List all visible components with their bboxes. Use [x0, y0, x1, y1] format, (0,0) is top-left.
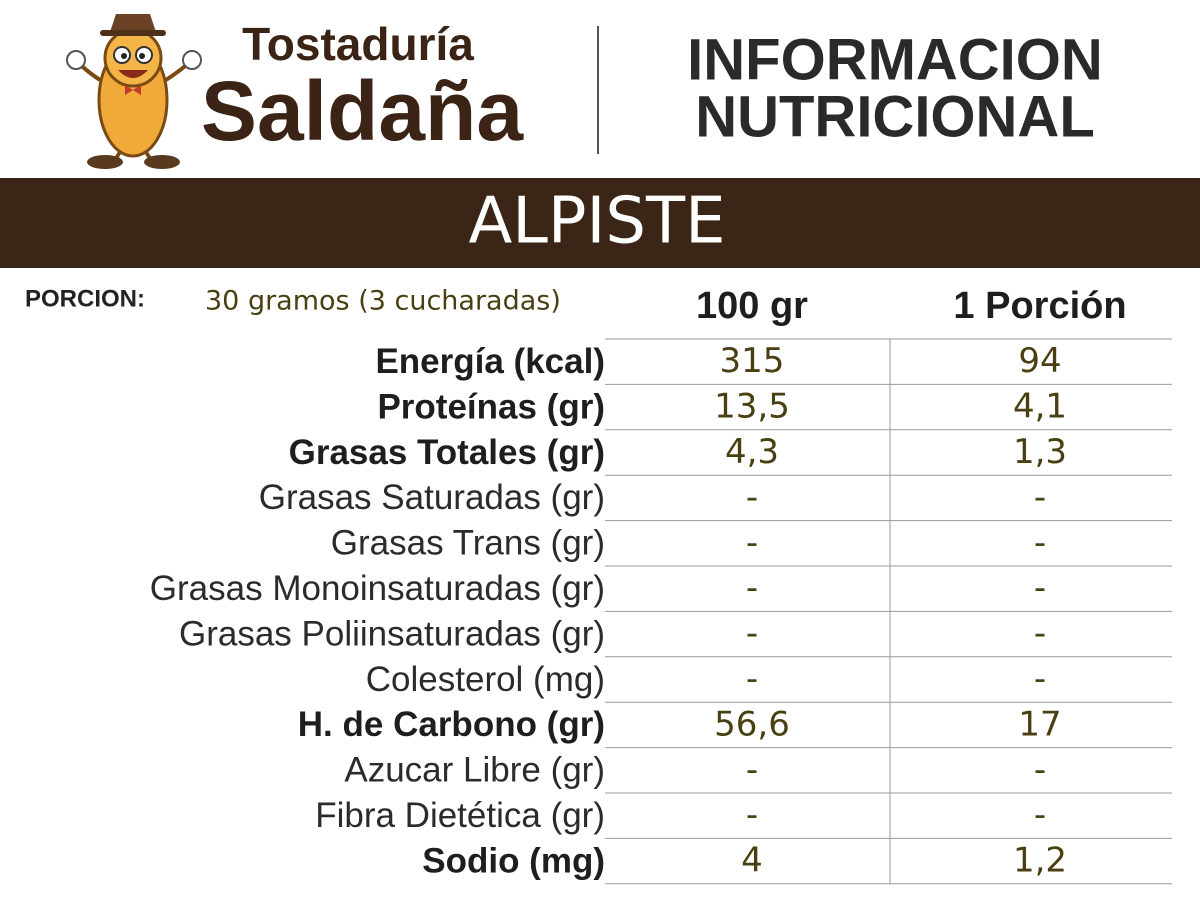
- value-portion: -: [1034, 523, 1046, 563]
- value-100g: -: [746, 659, 758, 699]
- value-portion: 94: [1018, 341, 1061, 381]
- brand-line1: Tostaduría: [242, 18, 474, 70]
- portion-label: PORCION:: [25, 285, 145, 312]
- row-label: Grasas Monoinsaturadas (gr): [150, 569, 605, 608]
- title-line1: INFORMACION: [687, 27, 1103, 92]
- value-100g: 315: [720, 341, 785, 381]
- row-label: Grasas Saturadas (gr): [259, 478, 605, 517]
- value-portion: 1,2: [1013, 841, 1067, 881]
- value-portion: 17: [1018, 704, 1061, 744]
- value-100g: 13,5: [714, 387, 790, 427]
- value-100g: 4: [741, 841, 763, 881]
- value-portion: -: [1034, 477, 1046, 517]
- brand-line2: Saldaña: [201, 64, 524, 158]
- nutrition-table: 100 gr 1 Porción Energía (kcal) 315 94 Proteí…: [150, 285, 1172, 885]
- value-100g: -: [746, 523, 758, 563]
- row-label: H. de Carbono (gr): [298, 705, 605, 744]
- row-label: Energía (kcal): [375, 342, 605, 381]
- value-100g: 56,6: [714, 704, 790, 744]
- row-label: Sodio (mg): [422, 841, 605, 880]
- value-portion: 1,3: [1013, 432, 1067, 472]
- product-name: ALPISTE: [468, 185, 725, 259]
- value-100g: -: [746, 568, 758, 608]
- value-100g: -: [746, 614, 758, 654]
- product-band: [0, 178, 1200, 268]
- value-portion: -: [1034, 659, 1046, 699]
- value-100g: -: [746, 750, 758, 790]
- value-portion: -: [1034, 750, 1046, 790]
- portion-value: 30 gramos (3 cucharadas): [205, 286, 561, 317]
- value-portion: 4,1: [1013, 387, 1067, 427]
- value-portion: -: [1034, 614, 1046, 654]
- row-label: Grasas Trans (gr): [331, 524, 605, 563]
- value-portion: -: [1034, 795, 1046, 835]
- row-label: Azucar Libre (gr): [344, 751, 605, 790]
- title-line2: NUTRICIONAL: [695, 84, 1095, 149]
- value-portion: -: [1034, 568, 1046, 608]
- value-100g: 4,3: [725, 432, 779, 472]
- row-label: Proteínas (gr): [377, 387, 605, 426]
- column-header: 100 gr: [696, 285, 808, 327]
- row-label: Fibra Dietética (gr): [315, 796, 605, 835]
- row-label: Colesterol (mg): [366, 660, 605, 699]
- row-label: Grasas Poliinsaturadas (gr): [179, 614, 605, 653]
- value-100g: -: [746, 477, 758, 517]
- column-header: 1 Porción: [953, 285, 1126, 327]
- row-label: Grasas Totales (gr): [289, 433, 605, 472]
- peanut-mascot: [66, 14, 202, 169]
- value-100g: -: [746, 795, 758, 835]
